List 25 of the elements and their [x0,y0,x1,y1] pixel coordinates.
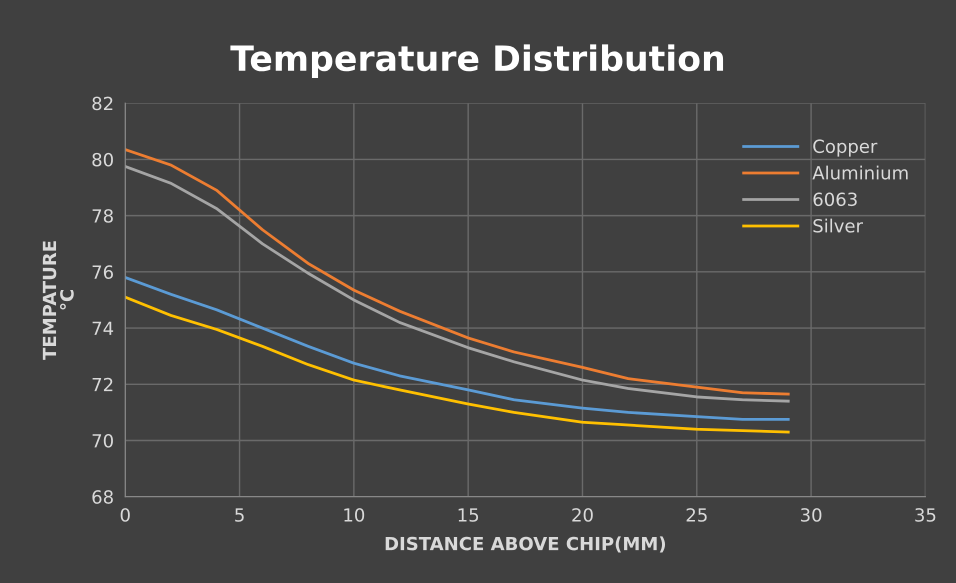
y-tick-label: 78 [92,209,113,223]
legend-label: Silver [813,218,863,233]
legend-label: Aluminium [812,166,908,180]
y-tick-label: 82 [92,96,112,110]
x-tick-label: 30 [800,508,822,522]
y-tick-label: 76 [92,265,113,279]
x-tick-label: 0 [120,508,130,522]
y-tick-label: 74 [92,322,114,335]
y-tick-label: 72 [92,378,112,392]
y-tick-label: 68 [92,490,113,504]
y-tick-label: 80 [92,152,113,167]
line-series [125,276,790,421]
x-tick-label: 15 [458,508,478,522]
x-axis-title: DISTANCE ABOVE CHIP(MM) [386,536,666,553]
legend-label: 6063 [814,192,857,206]
y-axis-title: TEMPATURE °C [42,241,74,360]
x-tick-label: 5 [235,508,244,522]
x-tick-label: 25 [686,508,707,522]
x-tick-label: 35 [915,508,936,522]
x-tick-label: 20 [572,508,593,522]
line-series [125,296,790,434]
x-tick-label: 10 [344,508,364,522]
chart-title: Temperature Distribution [230,44,724,78]
legend-label: Copper [813,139,878,157]
y-tick-label: 70 [92,434,113,448]
